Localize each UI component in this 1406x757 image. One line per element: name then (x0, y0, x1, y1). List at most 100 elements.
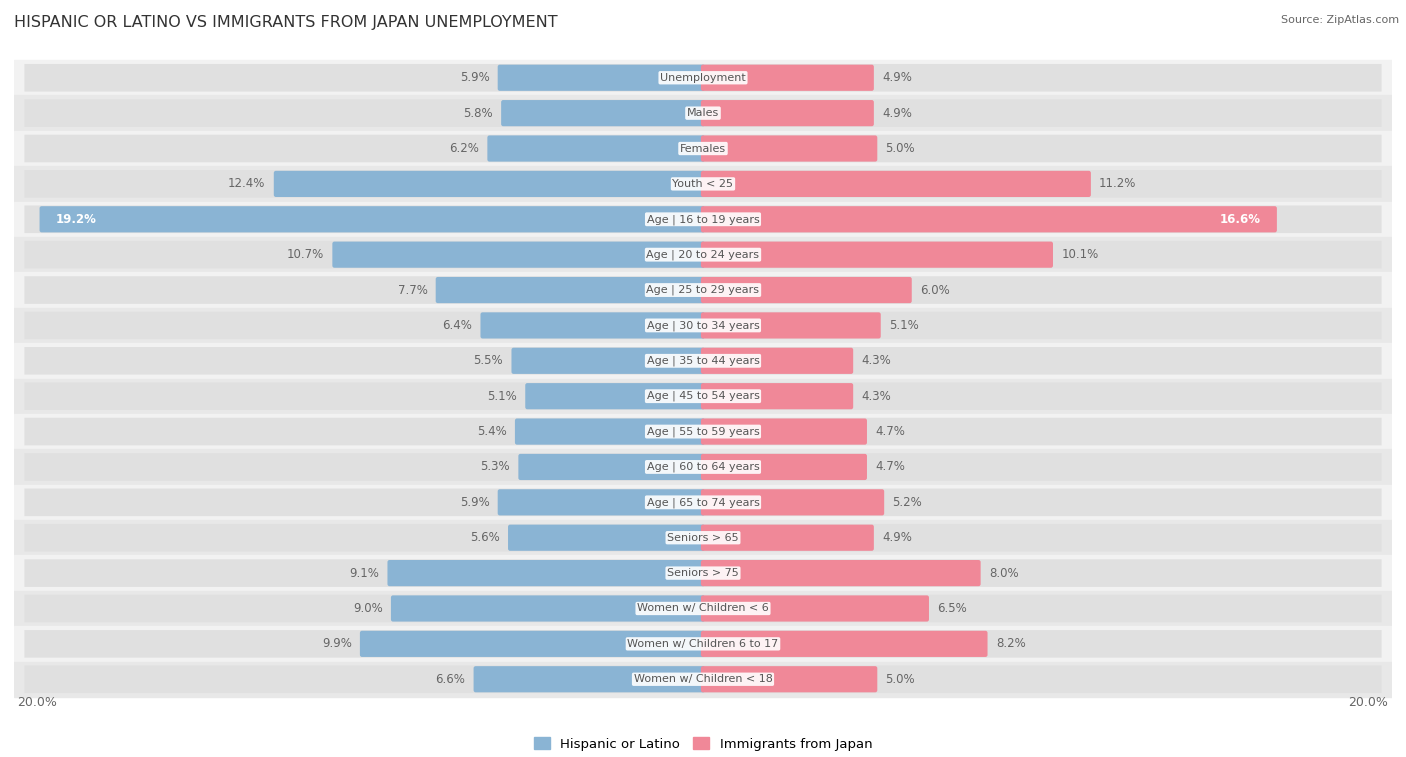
FancyBboxPatch shape (519, 454, 704, 480)
FancyBboxPatch shape (24, 524, 1382, 552)
Text: 6.5%: 6.5% (938, 602, 967, 615)
FancyBboxPatch shape (512, 347, 704, 374)
Bar (14, 378, 1392, 414)
FancyBboxPatch shape (488, 136, 704, 161)
Text: Females: Females (681, 144, 725, 154)
Bar (14, 662, 1392, 697)
Text: Age | 45 to 54 years: Age | 45 to 54 years (647, 391, 759, 401)
FancyBboxPatch shape (702, 419, 868, 444)
FancyBboxPatch shape (24, 418, 1382, 445)
Bar (14, 449, 1392, 484)
FancyBboxPatch shape (274, 171, 704, 197)
FancyBboxPatch shape (702, 277, 911, 303)
FancyBboxPatch shape (474, 666, 704, 693)
FancyBboxPatch shape (24, 135, 1382, 162)
Bar (14, 343, 1392, 378)
FancyBboxPatch shape (515, 419, 704, 444)
Bar (14, 626, 1392, 662)
Text: 5.3%: 5.3% (481, 460, 510, 473)
Text: 5.0%: 5.0% (886, 673, 915, 686)
Text: 5.9%: 5.9% (460, 71, 489, 84)
Text: 5.2%: 5.2% (893, 496, 922, 509)
Text: Age | 55 to 59 years: Age | 55 to 59 years (647, 426, 759, 437)
Bar (14, 590, 1392, 626)
Bar (14, 237, 1392, 273)
Text: Women w/ Children < 6: Women w/ Children < 6 (637, 603, 769, 613)
FancyBboxPatch shape (388, 560, 704, 586)
FancyBboxPatch shape (702, 313, 880, 338)
Text: 6.4%: 6.4% (443, 319, 472, 332)
Text: 5.1%: 5.1% (889, 319, 918, 332)
Text: Age | 35 to 44 years: Age | 35 to 44 years (647, 356, 759, 366)
Text: Women w/ Children 6 to 17: Women w/ Children 6 to 17 (627, 639, 779, 649)
FancyBboxPatch shape (24, 559, 1382, 587)
FancyBboxPatch shape (702, 100, 875, 126)
FancyBboxPatch shape (481, 313, 704, 338)
Text: 9.0%: 9.0% (353, 602, 382, 615)
FancyBboxPatch shape (391, 596, 704, 621)
FancyBboxPatch shape (702, 454, 868, 480)
FancyBboxPatch shape (24, 205, 1382, 233)
Text: Age | 20 to 24 years: Age | 20 to 24 years (647, 249, 759, 260)
FancyBboxPatch shape (702, 347, 853, 374)
Bar (14, 308, 1392, 343)
FancyBboxPatch shape (24, 64, 1382, 92)
FancyBboxPatch shape (24, 170, 1382, 198)
FancyBboxPatch shape (702, 631, 987, 657)
Text: 4.9%: 4.9% (882, 71, 912, 84)
Text: 9.9%: 9.9% (322, 637, 352, 650)
Text: Age | 25 to 29 years: Age | 25 to 29 years (647, 285, 759, 295)
Text: 10.1%: 10.1% (1062, 248, 1098, 261)
FancyBboxPatch shape (501, 100, 704, 126)
FancyBboxPatch shape (702, 136, 877, 161)
Text: 8.0%: 8.0% (988, 566, 1018, 580)
Bar (14, 201, 1392, 237)
Text: 5.9%: 5.9% (460, 496, 489, 509)
FancyBboxPatch shape (24, 312, 1382, 339)
FancyBboxPatch shape (436, 277, 704, 303)
FancyBboxPatch shape (702, 596, 929, 621)
Text: 12.4%: 12.4% (228, 177, 266, 191)
Text: Males: Males (688, 108, 718, 118)
FancyBboxPatch shape (24, 276, 1382, 304)
Text: 6.0%: 6.0% (920, 284, 950, 297)
FancyBboxPatch shape (360, 631, 704, 657)
Text: 6.2%: 6.2% (450, 142, 479, 155)
Text: 11.2%: 11.2% (1099, 177, 1136, 191)
FancyBboxPatch shape (702, 489, 884, 516)
Text: 4.7%: 4.7% (875, 460, 905, 473)
FancyBboxPatch shape (702, 560, 980, 586)
Text: Age | 65 to 74 years: Age | 65 to 74 years (647, 497, 759, 508)
Text: 9.1%: 9.1% (349, 566, 380, 580)
Text: Women w/ Children < 18: Women w/ Children < 18 (634, 674, 772, 684)
Text: Age | 30 to 34 years: Age | 30 to 34 years (647, 320, 759, 331)
Text: 10.7%: 10.7% (287, 248, 323, 261)
Bar (14, 556, 1392, 590)
Text: 5.1%: 5.1% (488, 390, 517, 403)
FancyBboxPatch shape (24, 382, 1382, 410)
Text: 5.0%: 5.0% (886, 142, 915, 155)
FancyBboxPatch shape (24, 453, 1382, 481)
Bar (14, 414, 1392, 449)
FancyBboxPatch shape (39, 206, 704, 232)
FancyBboxPatch shape (24, 347, 1382, 375)
Text: 5.8%: 5.8% (463, 107, 494, 120)
Text: Age | 16 to 19 years: Age | 16 to 19 years (647, 214, 759, 225)
Text: 20.0%: 20.0% (1348, 696, 1389, 709)
FancyBboxPatch shape (24, 595, 1382, 622)
Text: Youth < 25: Youth < 25 (672, 179, 734, 189)
Text: 16.6%: 16.6% (1220, 213, 1261, 226)
FancyBboxPatch shape (526, 383, 704, 410)
Bar (14, 60, 1392, 95)
FancyBboxPatch shape (702, 666, 877, 693)
Text: 6.6%: 6.6% (436, 673, 465, 686)
FancyBboxPatch shape (702, 171, 1091, 197)
Bar (14, 95, 1392, 131)
Text: 8.2%: 8.2% (995, 637, 1025, 650)
FancyBboxPatch shape (702, 64, 875, 91)
Text: 4.3%: 4.3% (862, 354, 891, 367)
FancyBboxPatch shape (498, 489, 704, 516)
Text: 5.6%: 5.6% (470, 531, 499, 544)
Legend: Hispanic or Latino, Immigrants from Japan: Hispanic or Latino, Immigrants from Japa… (529, 732, 877, 756)
Bar (14, 484, 1392, 520)
